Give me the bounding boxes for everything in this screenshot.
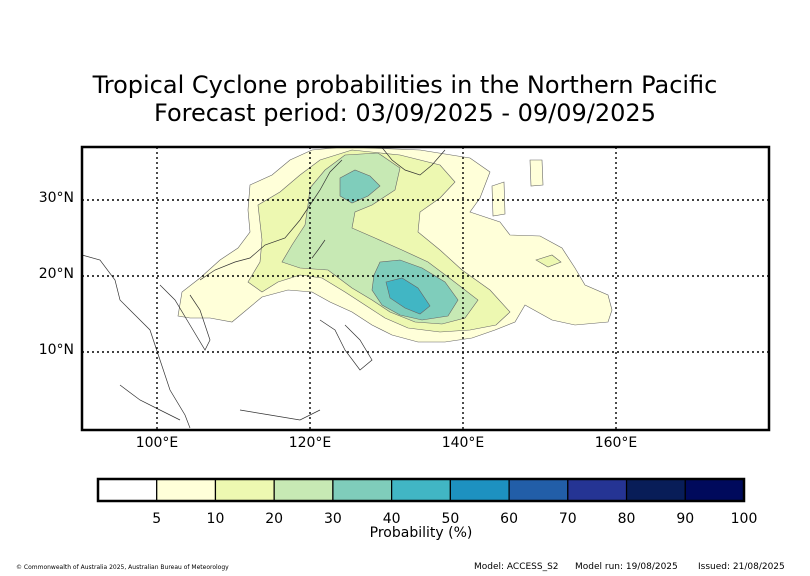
colorbar-tick-label: 70 bbox=[558, 511, 577, 527]
colorbar-tick-label: 5 bbox=[152, 511, 162, 527]
colorbar-swatch bbox=[273, 478, 334, 502]
lon-label-140: 140°E bbox=[441, 435, 485, 451]
colorbar-tick-label: 20 bbox=[265, 511, 284, 527]
forecast-period: Forecast period: 03/09/2025 - 09/09/2025 bbox=[154, 99, 656, 127]
lon-label-100: 100°E bbox=[135, 435, 179, 451]
model-run-date: Model run: 19/08/2025 bbox=[575, 562, 678, 572]
colorbar-tick-label: 80 bbox=[617, 511, 636, 527]
model-name: Model: ACCESS_S2 bbox=[474, 562, 559, 572]
colorbar-swatch bbox=[567, 478, 628, 502]
colorbar-swatch bbox=[508, 478, 569, 502]
colorbar-swatch bbox=[391, 478, 451, 502]
coastlines bbox=[82, 147, 446, 429]
colorbar-tick-label: 100 bbox=[730, 511, 758, 527]
colorbar-title: Probability (%) bbox=[369, 525, 473, 541]
map-title: Tropical Cyclone probabilities in the No… bbox=[92, 71, 718, 99]
probability-region-5-east bbox=[529, 159, 544, 187]
probability-region-40 bbox=[385, 277, 431, 315]
probability-region-5-east-2 bbox=[491, 181, 506, 217]
colorbar-tick-label: 90 bbox=[676, 511, 695, 527]
colorbar-tick-label: 50 bbox=[441, 511, 460, 527]
probability-region-30-north bbox=[339, 169, 381, 204]
probability-region-10-east bbox=[535, 254, 562, 268]
lat-label-30: 30°N bbox=[38, 190, 74, 206]
colorbar-swatch bbox=[449, 478, 510, 502]
copyright-notice: © Commonwealth of Australia 2025, Austra… bbox=[16, 564, 229, 571]
lat-label-20: 20°N bbox=[38, 266, 74, 282]
colorbar-tick-label: 40 bbox=[382, 511, 401, 527]
colorbar-tick-label: 30 bbox=[323, 511, 342, 527]
colorbar-swatch bbox=[332, 478, 393, 502]
colorbar-swatch bbox=[214, 478, 275, 502]
issued-date: Issued: 21/08/2025 bbox=[698, 562, 785, 572]
lon-label-160: 160°E bbox=[594, 435, 638, 451]
colorbar-swatch bbox=[684, 478, 745, 502]
colorbar-swatch bbox=[97, 478, 158, 502]
colorbar-tick-label: 60 bbox=[500, 511, 518, 527]
colorbar-swatch bbox=[625, 478, 686, 502]
colorbar-tick-label: 10 bbox=[206, 511, 225, 527]
map-frame bbox=[80, 145, 771, 432]
gridlines bbox=[82, 147, 769, 430]
colorbar-frame bbox=[96, 477, 746, 503]
colorbar bbox=[96, 477, 746, 503]
lat-label-10: 10°N bbox=[38, 342, 74, 358]
colorbar-swatch bbox=[156, 478, 217, 502]
lon-label-120: 120°E bbox=[288, 435, 332, 451]
